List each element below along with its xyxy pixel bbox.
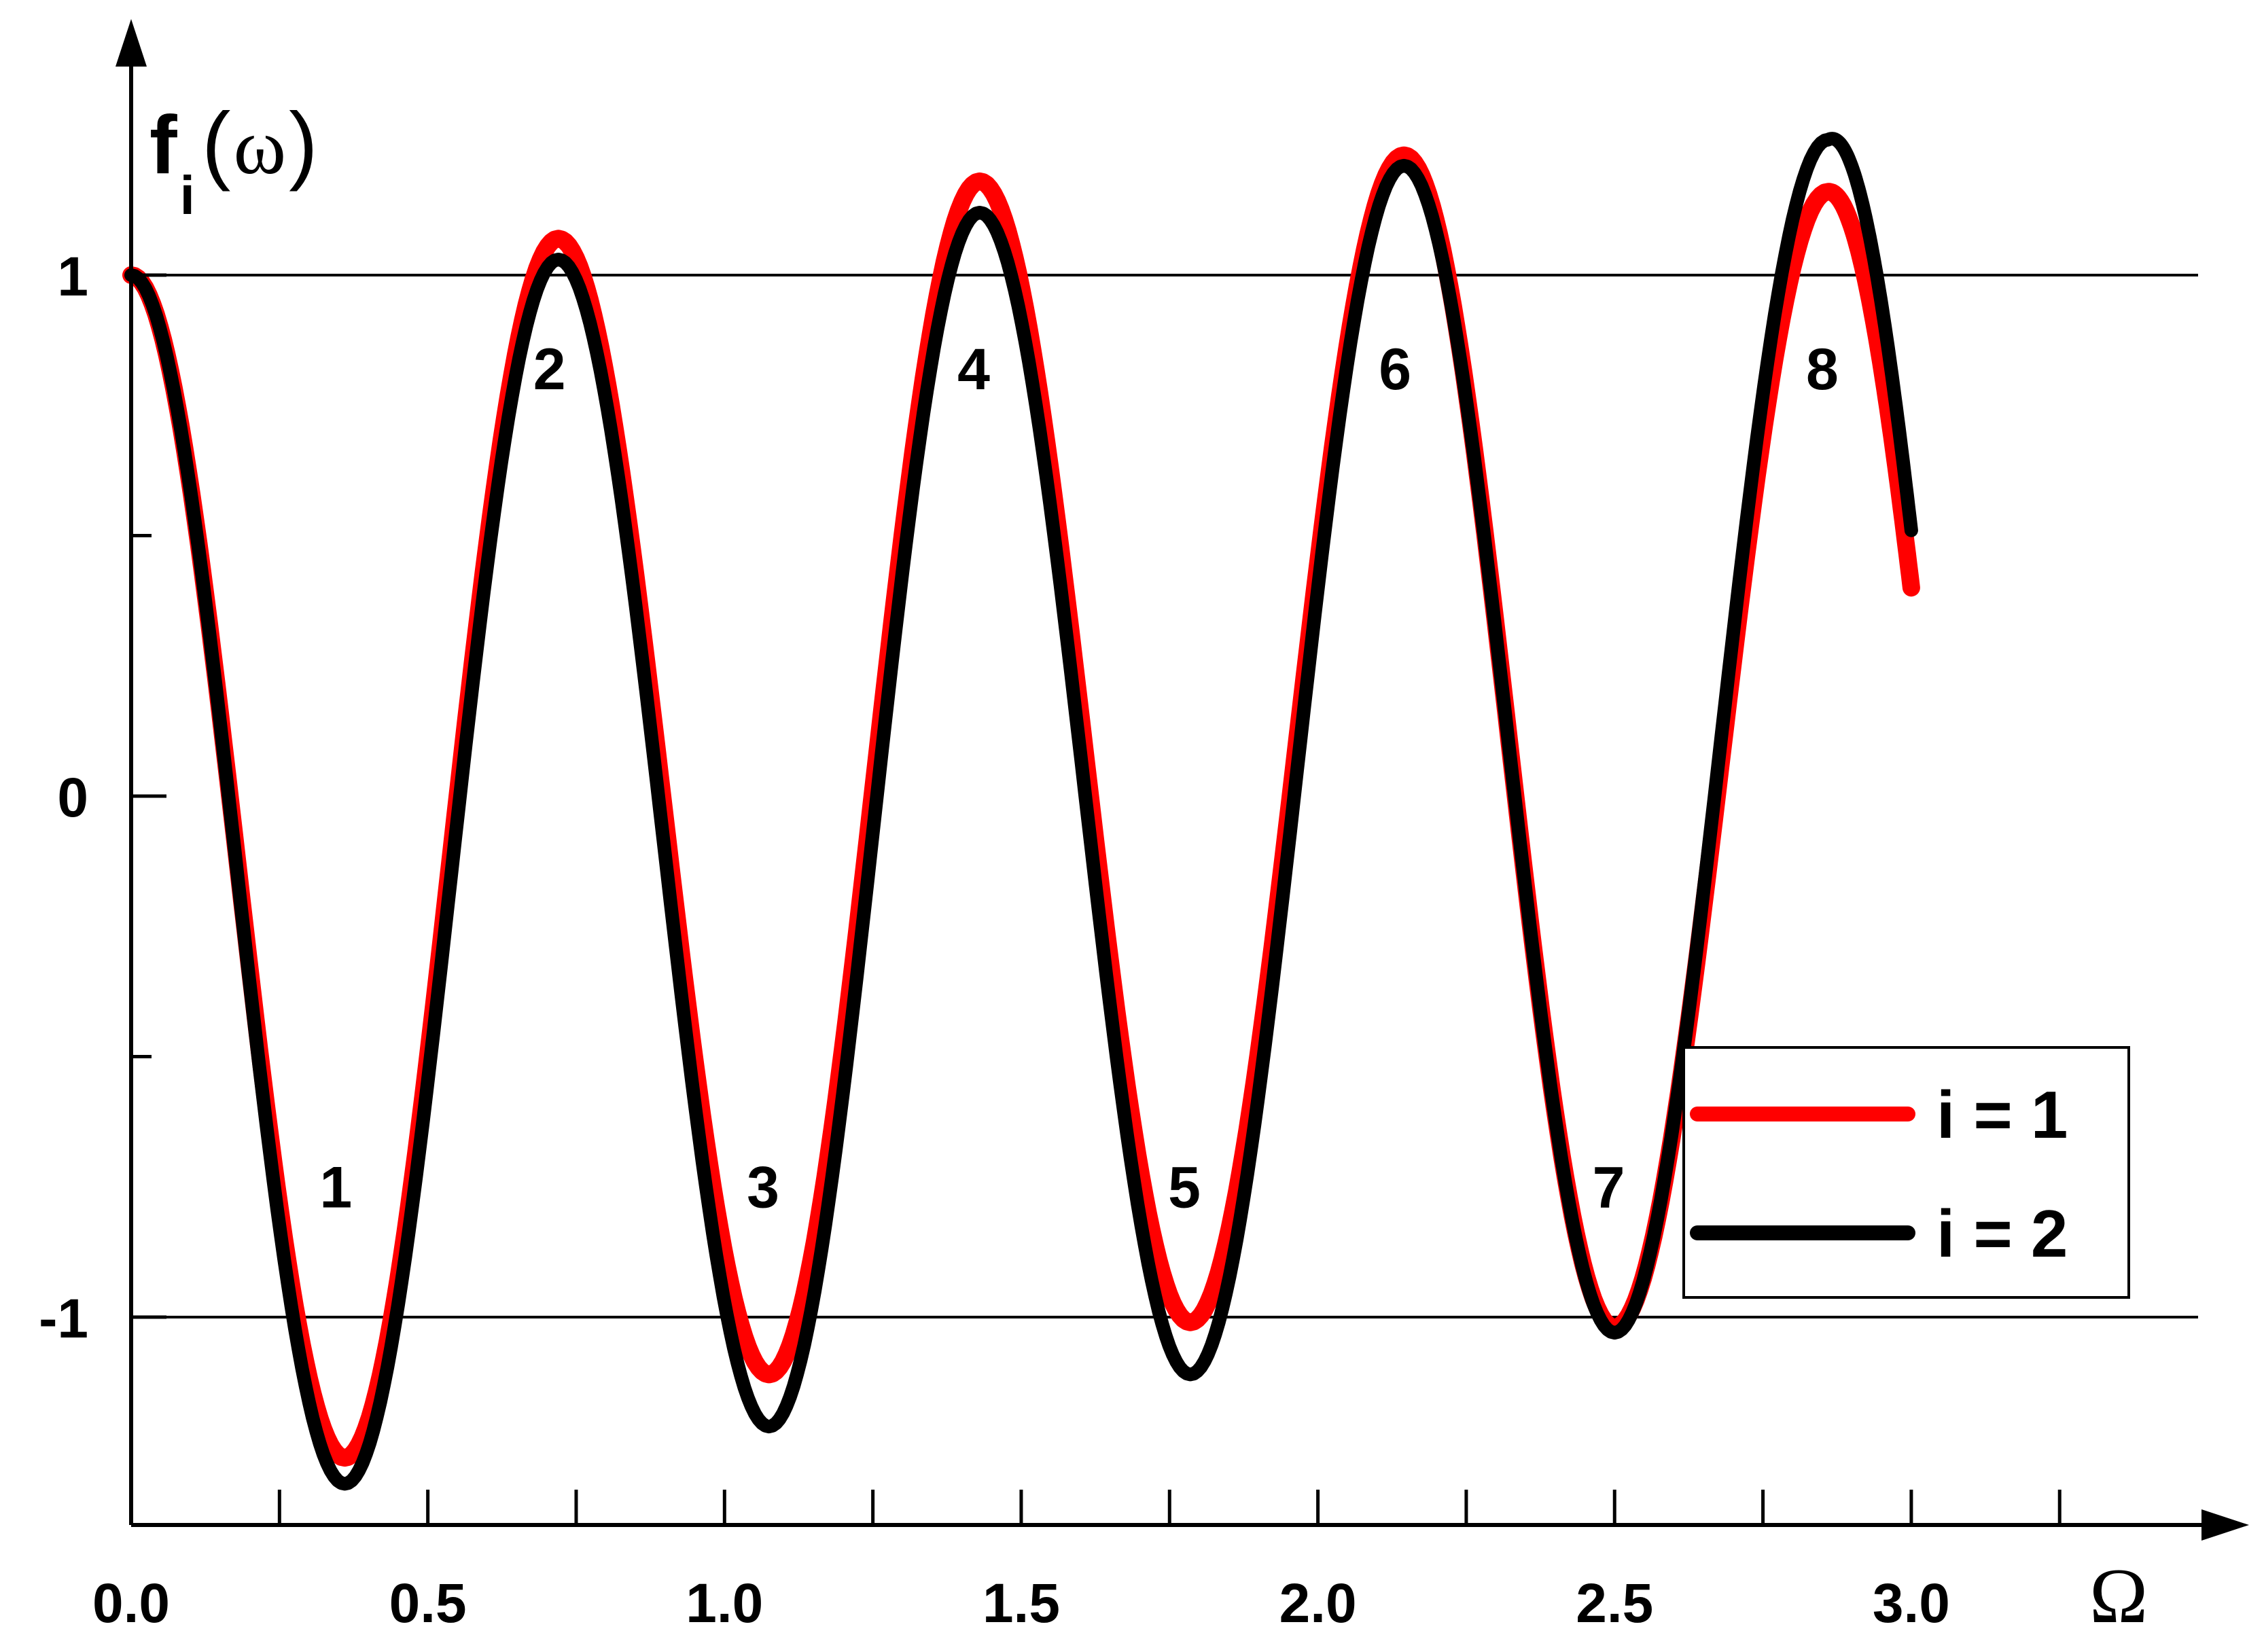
x-tick-label: 0.5 [389,1573,467,1634]
series-line-i2 [124,132,1918,1491]
y-axis-label-close-paren: ) [289,95,318,192]
annotations: 1 2 3 4 5 6 7 8 [319,337,1838,1220]
x-tick-labels: 0.0 0.5 1.0 1.5 2.0 2.5 3.0 [92,1573,1950,1634]
x-tick-label: 2.5 [1576,1573,1653,1634]
extremum-label: 7 [1593,1155,1625,1220]
x-tick-label: 1.5 [983,1573,1060,1634]
x-axis-arrow-icon [2201,1509,2249,1541]
y-tick-label: -1 [39,1288,88,1350]
legend-label-i1: i = 1 [1936,1077,2068,1152]
y-tick-label: 1 [57,246,88,308]
y-tick-label: 0 [57,767,88,829]
x-tick-label: 2.0 [1279,1573,1357,1634]
y-axis-label-argument: ω [234,102,287,191]
y-axis-arrow-icon [116,19,147,67]
extremum-label: 6 [1379,337,1411,402]
extremum-label: 3 [747,1155,779,1220]
extremum-label: 8 [1806,337,1839,402]
y-tick-labels: -1 0 1 [39,246,88,1350]
y-axis-label: f i ( ω ) [149,95,318,226]
extremum-label: 5 [1168,1155,1201,1220]
extremum-label: 1 [319,1155,352,1220]
legend-label-i2: i = 2 [1936,1196,2068,1271]
x-tick-label: 0.0 [92,1573,170,1634]
x-tick-label: 3.0 [1873,1573,1950,1634]
legend: i = 1 i = 2 [1682,1046,2130,1299]
y-axis-label-subscript: i [180,165,195,226]
x-axis-label: Ω [2089,1553,2148,1640]
legend-box [1682,1046,2130,1299]
extremum-label: 4 [957,337,990,402]
series-layer [122,132,1920,1491]
y-axis-label-main: f [149,98,177,191]
extremum-label: 2 [533,337,566,402]
x-tick-label: 1.0 [686,1573,763,1634]
y-axis-label-open-paren: ( [202,95,231,192]
axes [116,19,2249,1541]
